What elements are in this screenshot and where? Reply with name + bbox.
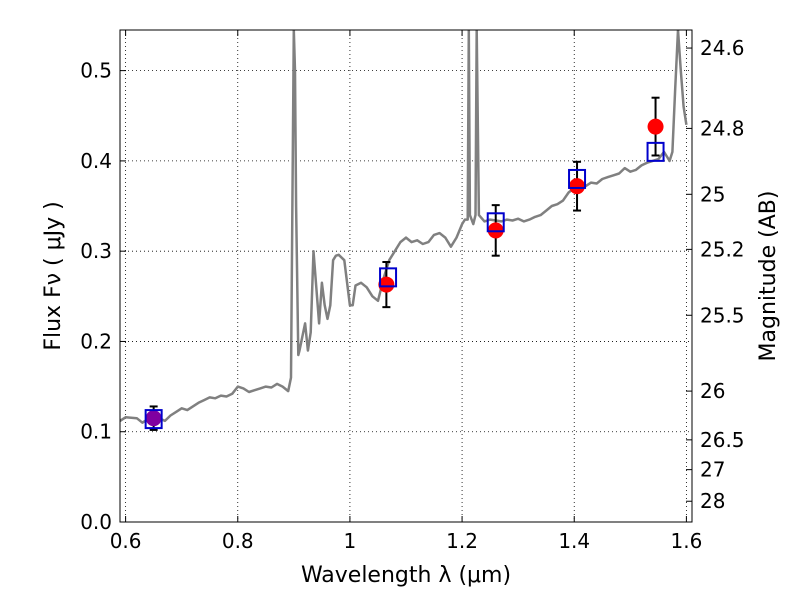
y2-tick-label: 28 <box>700 489 725 513</box>
plot-area <box>120 30 688 431</box>
x-tick-label: 1.4 <box>558 529 590 553</box>
data-point <box>145 410 162 427</box>
x-axis-label: Wavelength λ (μm) <box>301 563 511 588</box>
y-tick-label: 0.2 <box>80 329 112 353</box>
data-point <box>378 276 395 293</box>
data-point <box>569 178 586 195</box>
x-tick-label: 0.6 <box>110 529 142 553</box>
spectrum-series <box>120 30 688 424</box>
y-tick-label: 0.4 <box>80 149 112 173</box>
y2-tick-label: 26 <box>700 379 725 403</box>
x-tick-label: 0.8 <box>222 529 254 553</box>
y2-tick-label: 26.5 <box>700 428 745 452</box>
y2-axis-label: Magnitude (AB) <box>756 191 781 362</box>
plot-frame <box>119 29 693 523</box>
tick-labels: 0.6 0.8 1 1.2 1.4 1.6 0.0 0.1 0.2 0.3 0.4 0.5 24.6 24… <box>80 36 744 553</box>
photometry-series <box>144 96 665 431</box>
model-point <box>379 267 398 288</box>
spectrum-line <box>120 30 688 424</box>
y2-tick-label: 25 <box>700 182 725 206</box>
model-point <box>144 409 163 430</box>
y2-tick-label: 27 <box>700 458 725 482</box>
y2-tick-label: 24.8 <box>700 116 745 140</box>
model-point <box>486 212 505 233</box>
y-tick-label: 0.5 <box>80 59 112 83</box>
model-point <box>646 141 665 162</box>
y-tick-label: 0.3 <box>80 239 112 263</box>
data-point <box>647 118 664 135</box>
model-point <box>568 168 587 189</box>
x-tick-label: 1.6 <box>670 529 702 553</box>
x-tick-label: 1 <box>344 529 357 553</box>
y2-tick-label: 25.2 <box>700 237 745 261</box>
x-tick-label: 1.2 <box>446 529 478 553</box>
axis-ticks <box>120 30 692 523</box>
y-axis-label: Flux Fν ( μJy ) <box>41 201 66 350</box>
y-tick-label: 0.0 <box>80 510 112 534</box>
y2-tick-label: 24.6 <box>700 36 745 60</box>
y-tick-label: 0.1 <box>80 420 112 444</box>
y2-tick-label: 25.5 <box>700 303 745 327</box>
